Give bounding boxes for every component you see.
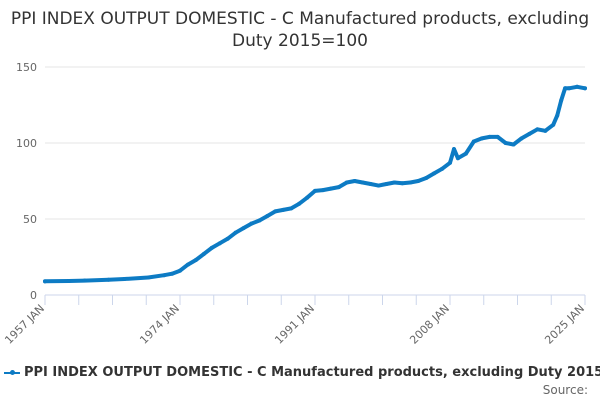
- data-point: [503, 141, 508, 145]
- legend-label: PPI INDEX OUTPUT DOMESTIC - C Manufactur…: [24, 365, 600, 380]
- data-point: [249, 221, 254, 226]
- data-point: [352, 179, 357, 183]
- data-point: [551, 122, 556, 127]
- data-point: [170, 271, 175, 276]
- data-point: [185, 262, 190, 267]
- data-point: [432, 171, 437, 176]
- y-tick-label: 150: [16, 61, 37, 74]
- data-point: [384, 182, 389, 187]
- data-point: [320, 188, 325, 193]
- data-point: [583, 86, 587, 91]
- x-tick-label: 1991 JAN: [272, 302, 317, 347]
- data-point: [376, 183, 381, 188]
- data-point: [178, 268, 182, 273]
- data-point: [344, 180, 349, 185]
- legend-line-marker-icon: [4, 369, 20, 375]
- data-point: [66, 279, 71, 284]
- data-point: [487, 134, 492, 139]
- data-point: [543, 128, 548, 133]
- x-tick-label: 1957 JAN: [2, 302, 47, 347]
- data-point: [209, 245, 214, 250]
- data-point: [146, 275, 151, 280]
- data-point: [408, 180, 413, 185]
- data-point: [217, 241, 222, 246]
- x-tick-label: 2008 JAN: [407, 302, 452, 347]
- data-point: [225, 236, 230, 241]
- data-point: [471, 139, 476, 144]
- data-point: [336, 185, 341, 190]
- data-point: [106, 277, 111, 282]
- data-point: [360, 180, 365, 185]
- data-point: [563, 86, 568, 91]
- chart-title: PPI INDEX OUTPUT DOMESTIC - C Manufactur…: [10, 9, 590, 51]
- data-point: [535, 127, 540, 132]
- data-point: [265, 213, 270, 218]
- y-tick-label: 100: [16, 137, 37, 150]
- data-point: [257, 218, 262, 223]
- data-point: [305, 195, 310, 200]
- data-point: [392, 180, 397, 185]
- y-tick-label: 50: [23, 213, 37, 226]
- data-point: [440, 166, 445, 171]
- data-point: [424, 175, 429, 180]
- data-point: [555, 113, 560, 118]
- data-point: [567, 86, 572, 91]
- data-point: [400, 181, 405, 186]
- data-point: [82, 278, 87, 283]
- x-tick-label: 2025 JAN: [542, 302, 587, 347]
- y-tick-label: 0: [30, 289, 37, 302]
- data-point: [297, 201, 302, 206]
- data-point: [448, 160, 452, 165]
- data-point: [289, 206, 294, 211]
- data-point: [241, 226, 246, 231]
- data-point: [328, 186, 333, 191]
- data-point: [479, 136, 484, 141]
- data-point: [463, 151, 468, 156]
- legend-item[interactable]: PPI INDEX OUTPUT DOMESTIC - C Manufactur…: [4, 365, 600, 380]
- x-tick-label: 1974 JAN: [137, 302, 182, 347]
- data-point: [559, 98, 564, 103]
- series-line: [43, 84, 587, 284]
- source-label: Source:: [542, 383, 588, 397]
- data-point: [527, 131, 532, 136]
- data-point: [416, 179, 421, 183]
- data-point: [511, 142, 516, 147]
- data-point: [519, 136, 524, 141]
- data-point: [43, 279, 47, 284]
- data-point: [193, 258, 198, 263]
- data-point: [122, 277, 127, 282]
- data-point: [495, 134, 500, 139]
- data-point: [368, 182, 373, 187]
- data-point: [281, 207, 286, 212]
- data-point: [233, 230, 238, 235]
- data-point: [575, 84, 580, 89]
- data-point: [162, 273, 167, 278]
- data-point: [455, 156, 460, 161]
- data-point: [451, 147, 456, 152]
- data-point: [273, 209, 278, 214]
- data-point: [201, 251, 206, 256]
- data-point: [313, 188, 317, 193]
